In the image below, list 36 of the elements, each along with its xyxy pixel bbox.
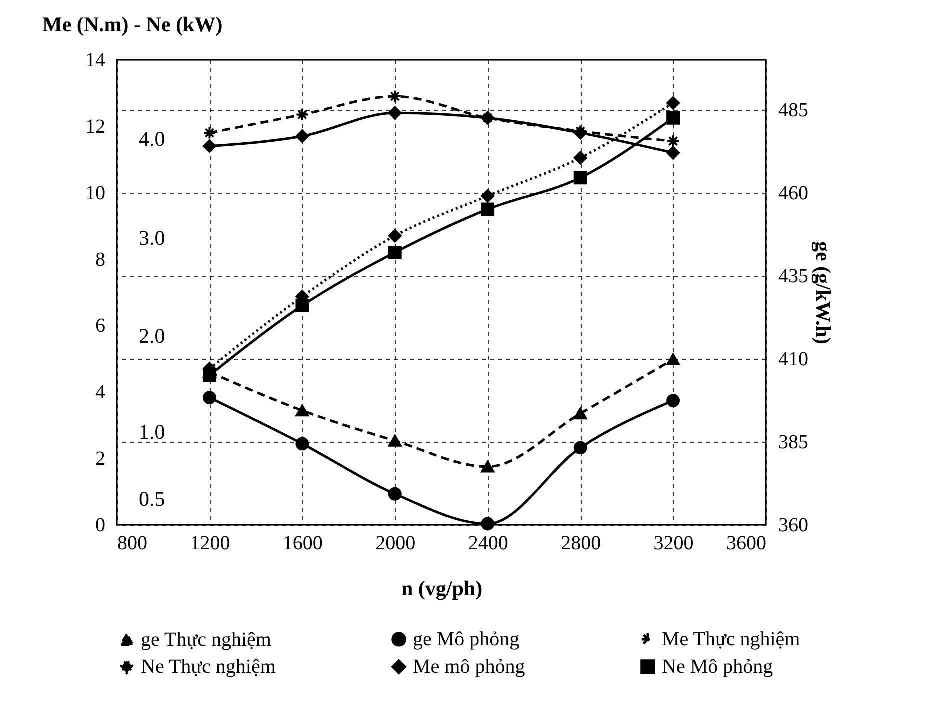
x-tick-label: 2400 — [468, 532, 508, 554]
y2-tick-label: 385 — [778, 431, 808, 454]
x-axis-title: n (vg/ph) — [401, 576, 483, 600]
legend-label: ge Mô phỏng — [413, 628, 520, 650]
y-tick-label: 8 — [96, 248, 106, 271]
legend-label: ge Thực nghiệm — [141, 628, 272, 651]
y-tick-label: 12 — [86, 116, 106, 138]
x-tick-label: 1600 — [282, 532, 323, 554]
y2-tick-label: 360 — [778, 514, 808, 536]
y2-tick-label: 410 — [778, 348, 808, 370]
y2-tick-label: 485 — [778, 99, 808, 122]
x-tick-label: 3600 — [726, 532, 766, 554]
x-tick-label: 800 — [118, 532, 148, 554]
y2-tick-label: 435 — [778, 265, 808, 288]
y2-axis-title: ge (g/kW.h) — [812, 241, 836, 345]
legend-label: Me Thực nghiệm — [662, 628, 801, 650]
annotation: 3.0 — [139, 226, 166, 250]
annotation: 4.0 — [139, 127, 166, 151]
legend-label: Ne Thực nghiệm — [141, 656, 276, 678]
y-tick-label: 2 — [96, 448, 106, 470]
y-tick-label: 14 — [86, 50, 106, 72]
x-tick-label: 1200 — [190, 532, 230, 554]
y-tick-label: 0 — [96, 514, 106, 536]
y2-tick-label: 460 — [778, 182, 808, 204]
annotation: 0.5 — [139, 487, 166, 511]
x-tick-label: 2000 — [376, 532, 416, 554]
legend-label: Me mô phỏng — [413, 656, 526, 678]
annotation: 1.0 — [139, 420, 166, 444]
y-axis-title: Me (N.m) - Ne (kW) — [42, 12, 223, 36]
x-tick-label: 2800 — [561, 532, 602, 554]
x-tick-label: 3200 — [654, 532, 694, 554]
legend-label: Ne Mô phỏng — [662, 656, 774, 678]
annotation: 2.0 — [139, 324, 166, 348]
y-tick-label: 6 — [96, 315, 106, 338]
y-tick-label: 4 — [96, 382, 106, 404]
y-tick-label: 10 — [86, 182, 106, 204]
